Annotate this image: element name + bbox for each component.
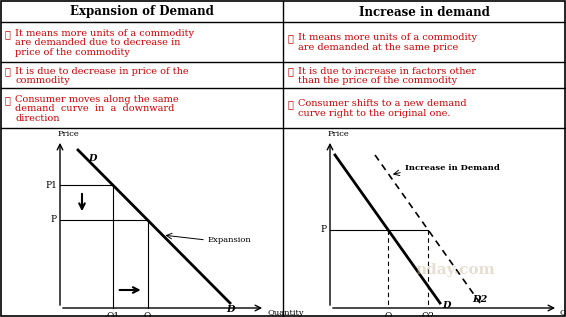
Text: ★: ★: [288, 100, 294, 109]
Text: Q1: Q1: [106, 311, 119, 317]
Text: curve right to the original one.: curve right to the original one.: [298, 109, 451, 118]
Text: Q: Q: [384, 311, 392, 317]
Text: D: D: [88, 154, 96, 163]
Text: Quantity: Quantity: [267, 309, 303, 317]
Text: Price: Price: [58, 130, 80, 138]
Text: are demanded at the same price: are demanded at the same price: [298, 43, 458, 52]
Text: D: D: [442, 301, 451, 310]
Text: than the price of the commodity: than the price of the commodity: [298, 76, 457, 85]
Text: It means more units of a commodity: It means more units of a commodity: [298, 34, 477, 42]
Text: ★: ★: [288, 68, 294, 76]
Text: Expansion: Expansion: [208, 236, 252, 244]
Text: It is due to increase in factors other: It is due to increase in factors other: [298, 67, 476, 75]
Text: It means more units of a commodity: It means more units of a commodity: [15, 29, 194, 38]
Text: Q2: Q2: [422, 311, 435, 317]
Text: ★: ★: [5, 30, 11, 39]
Text: Expansion of Demand: Expansion of Demand: [70, 5, 213, 18]
Text: direction: direction: [15, 114, 59, 123]
Text: ★: ★: [288, 35, 294, 43]
Text: Q: Q: [144, 311, 151, 317]
Text: P1: P1: [45, 180, 57, 190]
Text: demand  curve  in  a  downward: demand curve in a downward: [15, 104, 174, 113]
Text: Increase in Demand: Increase in Demand: [405, 164, 500, 172]
Text: nday.com: nday.com: [415, 263, 495, 277]
Text: Consumer moves along the same: Consumer moves along the same: [15, 95, 179, 104]
Text: D: D: [226, 305, 234, 314]
Text: Consumer shifts to a new demand: Consumer shifts to a new demand: [298, 100, 466, 108]
Text: ★: ★: [5, 68, 11, 76]
Text: Quantity: Quantity: [560, 309, 566, 317]
Text: are demanded due to decrease in: are demanded due to decrease in: [15, 38, 181, 47]
Text: ★: ★: [5, 96, 11, 105]
Text: price of the commodity: price of the commodity: [15, 48, 130, 57]
Text: Increase in demand: Increase in demand: [359, 5, 490, 18]
Text: commodity: commodity: [15, 76, 70, 85]
Text: P: P: [51, 216, 57, 224]
Text: P: P: [321, 225, 327, 235]
Text: Price: Price: [328, 130, 350, 138]
Text: It is due to decrease in price of the: It is due to decrease in price of the: [15, 67, 188, 75]
Text: D2: D2: [472, 295, 487, 304]
